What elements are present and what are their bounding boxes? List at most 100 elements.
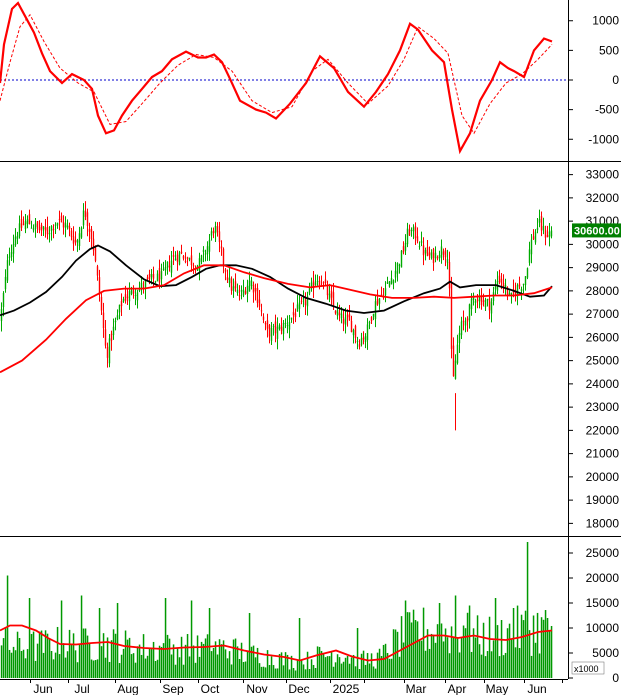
candle-body (140, 282, 143, 289)
candle-body (396, 263, 399, 274)
volume-bar (96, 659, 99, 678)
candle-body (110, 333, 113, 341)
volume-bar (356, 628, 359, 678)
candle-body (412, 227, 415, 232)
candle-body (424, 249, 427, 254)
volume-bar (476, 615, 479, 678)
candle-body (212, 230, 215, 234)
candle-body (306, 296, 309, 307)
volume-bar (428, 648, 431, 678)
candle-body (508, 292, 511, 297)
x-tick-label: Jun (33, 682, 52, 695)
volume-bar (372, 666, 375, 678)
candle-body (434, 252, 437, 259)
volume-bar (148, 648, 151, 678)
candle-body (344, 317, 347, 325)
volume-bar (418, 639, 421, 678)
y-tick-label: 1000 (592, 14, 619, 28)
volume-bar (542, 619, 545, 678)
candle-body (160, 271, 163, 280)
volume-bar (212, 647, 215, 678)
volume-bar (90, 659, 93, 678)
y-tick-label: 32000 (586, 191, 620, 205)
volume-bar (224, 649, 227, 678)
candle-body (178, 252, 181, 265)
volume-bar (472, 628, 475, 678)
volume-bar (28, 598, 31, 678)
volume-bar (414, 620, 417, 678)
volume-bar (166, 634, 169, 678)
volume-bar (370, 653, 373, 678)
volume-bar (526, 542, 529, 678)
volume-bar (268, 665, 271, 678)
candle-body (340, 313, 343, 319)
candle-body (268, 325, 271, 337)
candle-body (342, 319, 345, 324)
volume-bar (232, 639, 235, 678)
y-tick-label: -500 (595, 103, 619, 117)
volume-bar (350, 657, 353, 678)
volume-bar (110, 640, 113, 678)
candle-body (216, 226, 219, 233)
volume-bar (348, 663, 351, 678)
volume-bar (94, 660, 97, 678)
candle-body (426, 247, 429, 257)
candle-body (96, 266, 99, 276)
candle-body (186, 257, 189, 259)
volume-bar (442, 641, 445, 678)
volume-bar (86, 635, 89, 678)
volume-bar (62, 643, 65, 678)
candle-body (372, 313, 375, 317)
candle-body (252, 284, 255, 293)
candle-body (542, 225, 545, 231)
volume-bar (490, 651, 493, 678)
volume-bar (52, 659, 55, 678)
candle-body (130, 288, 133, 295)
candle-body (170, 260, 173, 273)
candle-body (322, 282, 325, 284)
volume-bar (254, 657, 257, 678)
candle-body (34, 223, 37, 229)
volume-bar (282, 665, 285, 678)
volume-bar (252, 645, 255, 678)
volume-bar (80, 595, 83, 678)
candle-body (78, 233, 81, 247)
volume-bar (500, 620, 503, 678)
volume-bar (200, 641, 203, 678)
candle-body (446, 259, 449, 263)
volume-bar (126, 639, 129, 678)
volume-bar (492, 640, 495, 678)
volume-bar (24, 658, 27, 678)
volume-bar (262, 666, 265, 678)
y-tick-label: -1000 (588, 132, 619, 146)
volume-bar (432, 634, 435, 678)
oscillator-line-2 (0, 13, 553, 135)
candle-body (148, 274, 151, 280)
volume-bar (550, 626, 553, 678)
volume-bar (58, 654, 61, 678)
candle-body (154, 281, 157, 283)
candle-body (146, 277, 149, 280)
candle-body (126, 296, 129, 298)
candle-body (366, 324, 369, 341)
volume-average-line-1 (0, 624, 553, 662)
volume-bar (54, 652, 57, 678)
candle-body (232, 286, 235, 291)
volume-bar (234, 638, 237, 678)
candle-body (360, 338, 363, 345)
volume-bar (450, 626, 453, 678)
candle-body (46, 227, 49, 235)
x-tick-label: Oct (201, 682, 220, 695)
volume-bar (352, 654, 355, 678)
candle-body (386, 282, 389, 284)
y-tick-label: 19000 (586, 493, 620, 507)
candle-body (290, 317, 293, 320)
candle-body (182, 256, 185, 259)
volume-bar (360, 653, 363, 678)
volume-bar (278, 653, 281, 678)
volume-bar (66, 651, 69, 678)
candle-body (436, 257, 439, 259)
x-tick-label: Aug (117, 682, 138, 695)
candle-body (280, 326, 283, 331)
candle-body (474, 300, 477, 303)
